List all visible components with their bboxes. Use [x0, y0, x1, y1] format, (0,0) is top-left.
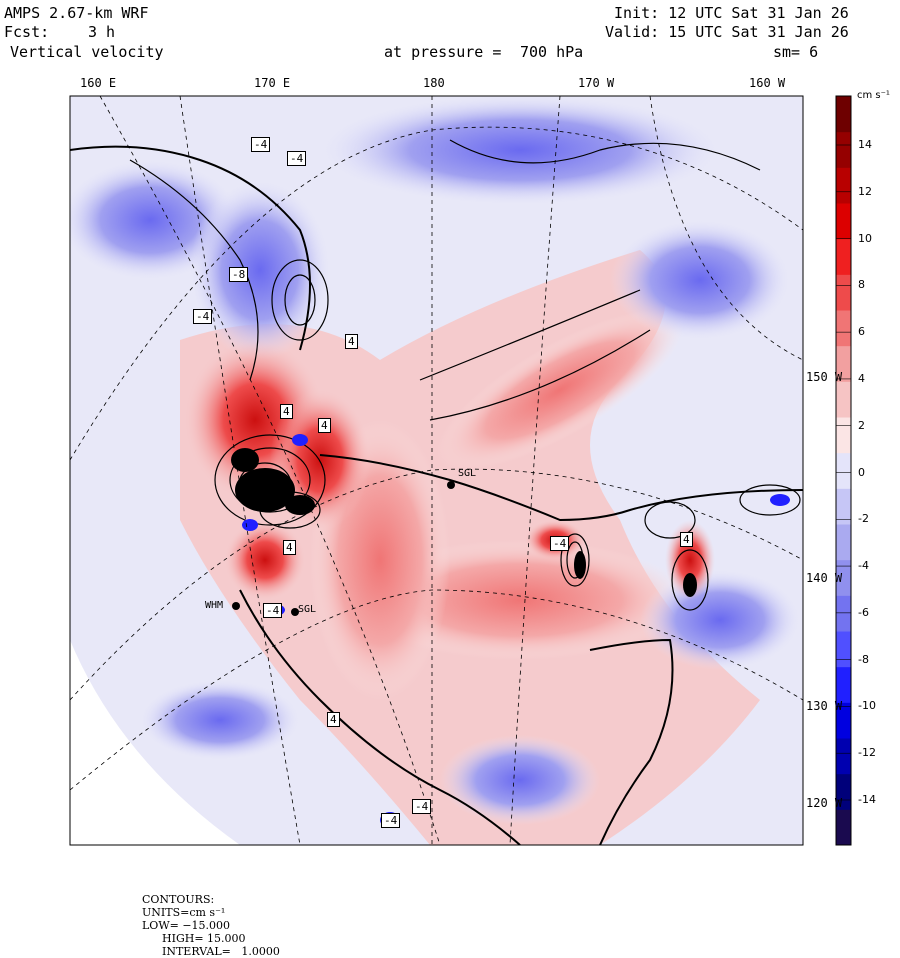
contour-label: 4	[283, 540, 296, 555]
forecast-value: 3 h	[88, 23, 116, 41]
lat-label-130w: 130 W	[806, 699, 843, 713]
variable-title: Vertical velocity	[10, 43, 164, 61]
colorbar-frame	[835, 95, 852, 846]
contour-label: -4	[251, 137, 271, 152]
colorbar-tick-label: -12	[858, 746, 876, 760]
colorbar-segment	[836, 381, 851, 418]
pressure-label: at pressure =	[384, 43, 502, 61]
colorbar-segment	[836, 702, 851, 739]
contour-label: -4	[263, 603, 283, 618]
colorbar-tick-label: -6	[858, 605, 869, 619]
colorbar-tick-label: 0	[858, 465, 865, 479]
smoothing-value: sm= 6	[773, 43, 819, 61]
map-canvas	[69, 95, 852, 846]
pressure-value: 700 hPa	[520, 43, 584, 61]
lon-label-180: 180	[423, 76, 445, 90]
high-value: HIGH= 15.000	[162, 932, 246, 945]
colorbar-segment	[836, 488, 851, 525]
colorbar-tick-label: -8	[858, 652, 869, 666]
contour-label: -4	[287, 151, 307, 166]
interval-value: INTERVAL= 1.0000	[162, 945, 280, 958]
contour-label: 4	[345, 334, 358, 349]
colorbar	[836, 96, 851, 846]
valid-time: Valid: 15 UTC Sat 31 Jan 26	[605, 23, 849, 41]
contour-label: -8	[229, 267, 249, 282]
station-marker-whm	[232, 602, 240, 610]
colorbar-tick-label: 10	[858, 231, 872, 245]
contour-label: -4	[381, 813, 401, 828]
contour-label: 4	[280, 404, 293, 419]
station-label-sgl: SGL	[458, 468, 477, 479]
colorbar-segment	[836, 310, 851, 347]
colorbar-segment	[836, 238, 851, 275]
colorbar-segment	[836, 203, 851, 240]
units-value: UNITS=cm s⁻¹	[142, 906, 226, 919]
colorbar-segment	[836, 452, 851, 489]
colorbar-segment	[836, 524, 851, 561]
contour-info: CONTOURS: UNITS=cm s⁻¹ LOW= −15.000 HIGH…	[135, 880, 284, 958]
colorbar-segment	[836, 167, 851, 204]
lat-label-140w: 140 W	[806, 571, 843, 585]
colorbar-tick-label: 2	[858, 418, 865, 432]
colorbar-segment	[836, 559, 851, 596]
model-title: AMPS 2.67-km WRF	[4, 4, 149, 22]
contour-label: 4	[327, 712, 340, 727]
colorbar-segment	[836, 131, 851, 168]
colorbar-tick-label: 12	[858, 184, 872, 198]
lat-label-150w: 150 W	[806, 370, 843, 384]
colorbar-tick-label: -10	[858, 699, 876, 713]
contour-label: -4	[412, 799, 432, 814]
colorbar-segment	[836, 595, 851, 632]
init-time: Init: 12 UTC Sat 31 Jan 26	[614, 4, 849, 22]
colorbar-segment	[836, 809, 851, 846]
colorbar-tick-label: 6	[858, 325, 865, 339]
colorbar-segment	[836, 773, 851, 810]
colorbar-tick-label: 8	[858, 278, 865, 292]
colorbar-segment	[836, 96, 851, 133]
low-value: LOW= −15.000	[142, 919, 231, 932]
lon-label-170e: 170 E	[254, 76, 291, 90]
contour-label: 4	[680, 532, 693, 547]
lon-label-160w: 160 W	[749, 76, 786, 90]
colorbar-segment	[836, 666, 851, 703]
colorbar-tick-label: 14	[858, 138, 872, 151]
lat-label-120w: 120 W	[806, 796, 843, 810]
lon-label-170w: 170 W	[578, 76, 615, 90]
colorbar-segment	[836, 631, 851, 668]
contour-label: -4	[193, 309, 213, 324]
colorbar-tick-label: -4	[858, 559, 869, 573]
station-label-sgl-2: SGL	[298, 604, 317, 615]
colorbar-segment	[836, 274, 851, 311]
colorbar-segment	[836, 345, 851, 382]
map-frame	[69, 95, 804, 846]
colorbar-segment	[836, 417, 851, 454]
station-marker-sgl	[447, 481, 455, 489]
colorbar-tick-label: -14	[858, 793, 876, 806]
forecast-label: Fcst:	[4, 23, 50, 41]
colorbar-unit: cm s⁻¹	[857, 90, 890, 101]
vertical-velocity-field	[70, 96, 803, 845]
colorbar-tick-label: 4	[858, 371, 865, 385]
lon-label-160e: 160 E	[80, 76, 117, 90]
colorbar-tick-label: -2	[858, 512, 869, 526]
station-marker-sgl-2	[291, 608, 299, 616]
colorbar-segment	[836, 738, 851, 775]
contour-label: 4	[318, 418, 331, 433]
contour-label: -4	[550, 536, 570, 551]
station-label-whm: WHM	[205, 600, 224, 611]
